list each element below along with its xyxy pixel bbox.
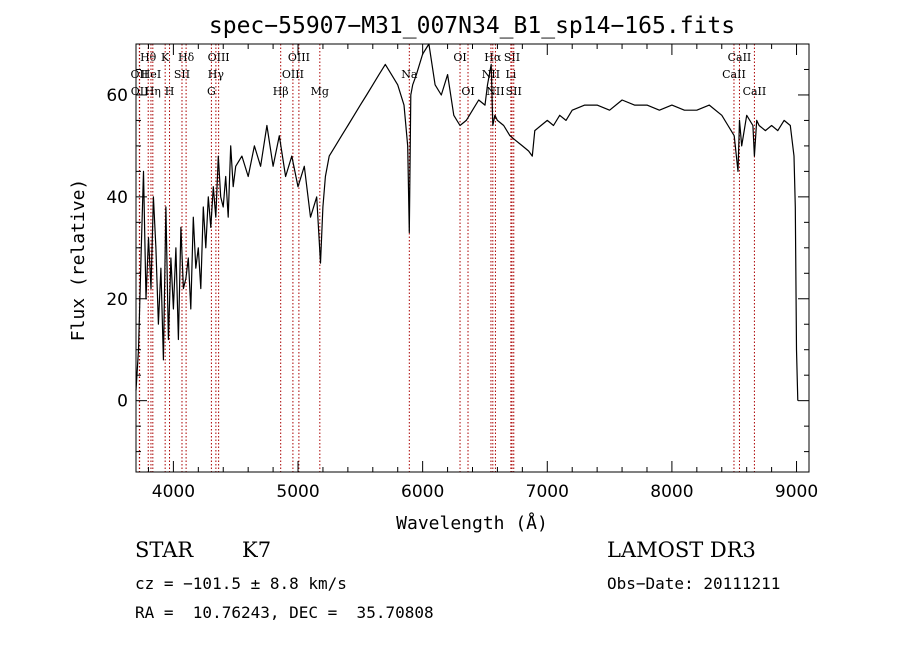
line-label-23: NII <box>486 85 504 98</box>
line-label-13: OIII <box>282 68 304 81</box>
object-class: STAR <box>135 538 194 562</box>
x-tick-label: 7000 <box>526 482 569 502</box>
plot-frame <box>135 43 810 473</box>
line-label-11: G <box>207 85 216 98</box>
line-label-24: SII <box>506 85 522 98</box>
line-label-6: H <box>165 85 175 98</box>
line-label-0: Hθ <box>140 51 157 64</box>
obs-date: Obs−Date: 20111211 <box>607 574 781 593</box>
line-label-4: Hη <box>145 85 161 98</box>
y-tick-label: 0 <box>117 392 128 412</box>
line-label-10: Hγ <box>208 68 225 81</box>
y-tick-label: 40 <box>106 188 128 208</box>
y-axis-label: Flux (relative) <box>68 179 89 342</box>
line-label-26: CaII <box>722 68 746 81</box>
x-tick-label: 8000 <box>650 482 693 502</box>
x-tick-label: 4000 <box>152 482 195 502</box>
line-label-16: Na <box>401 68 418 81</box>
axes: 4000 5000 6000 7000 8000 9000 0 20 40 60 <box>106 43 818 502</box>
line-label-9: OIII <box>208 51 230 64</box>
line-label-17: OI <box>453 51 466 64</box>
chart-title: spec−55907−M31_007N34_B1_sp14−165.fits <box>209 13 735 39</box>
object-subclass: K7 <box>242 538 272 562</box>
y-tick-label: 20 <box>106 290 128 310</box>
x-tick-label: 9000 <box>775 482 818 502</box>
series-flux-line <box>135 43 799 401</box>
line-label-5: K <box>161 51 170 64</box>
line-label-12: OIII <box>288 51 310 64</box>
line-label-25: CaII <box>728 51 752 64</box>
x-tick-label: 6000 <box>401 482 444 502</box>
line-label-8: Hδ <box>178 51 195 64</box>
line-label-3: HeI <box>141 68 161 81</box>
line-label-1: OII <box>131 68 149 81</box>
line-label-27: CaII <box>743 85 767 98</box>
line-label-22: Li <box>505 68 516 81</box>
line-label-20: SII <box>504 51 520 64</box>
y-tick-label: 60 <box>106 86 128 106</box>
line-label-7: SII <box>174 68 190 81</box>
redshift-cz: cz = −101.5 ± 8.8 km/s <box>135 574 347 593</box>
x-axis-label: Wavelength (Å) <box>396 512 548 534</box>
series-layer <box>135 43 799 401</box>
line-label-18: OI <box>461 85 474 98</box>
line-label-19: Hα <box>484 51 502 64</box>
ra-dec: RA = 10.76243, DEC = 35.70808 <box>135 603 434 622</box>
x-tick-label: 5000 <box>276 482 319 502</box>
line-label-15: Mg <box>311 85 329 98</box>
survey-name: LAMOST DR3 <box>607 538 756 562</box>
line-label-14: Hβ <box>273 85 289 98</box>
